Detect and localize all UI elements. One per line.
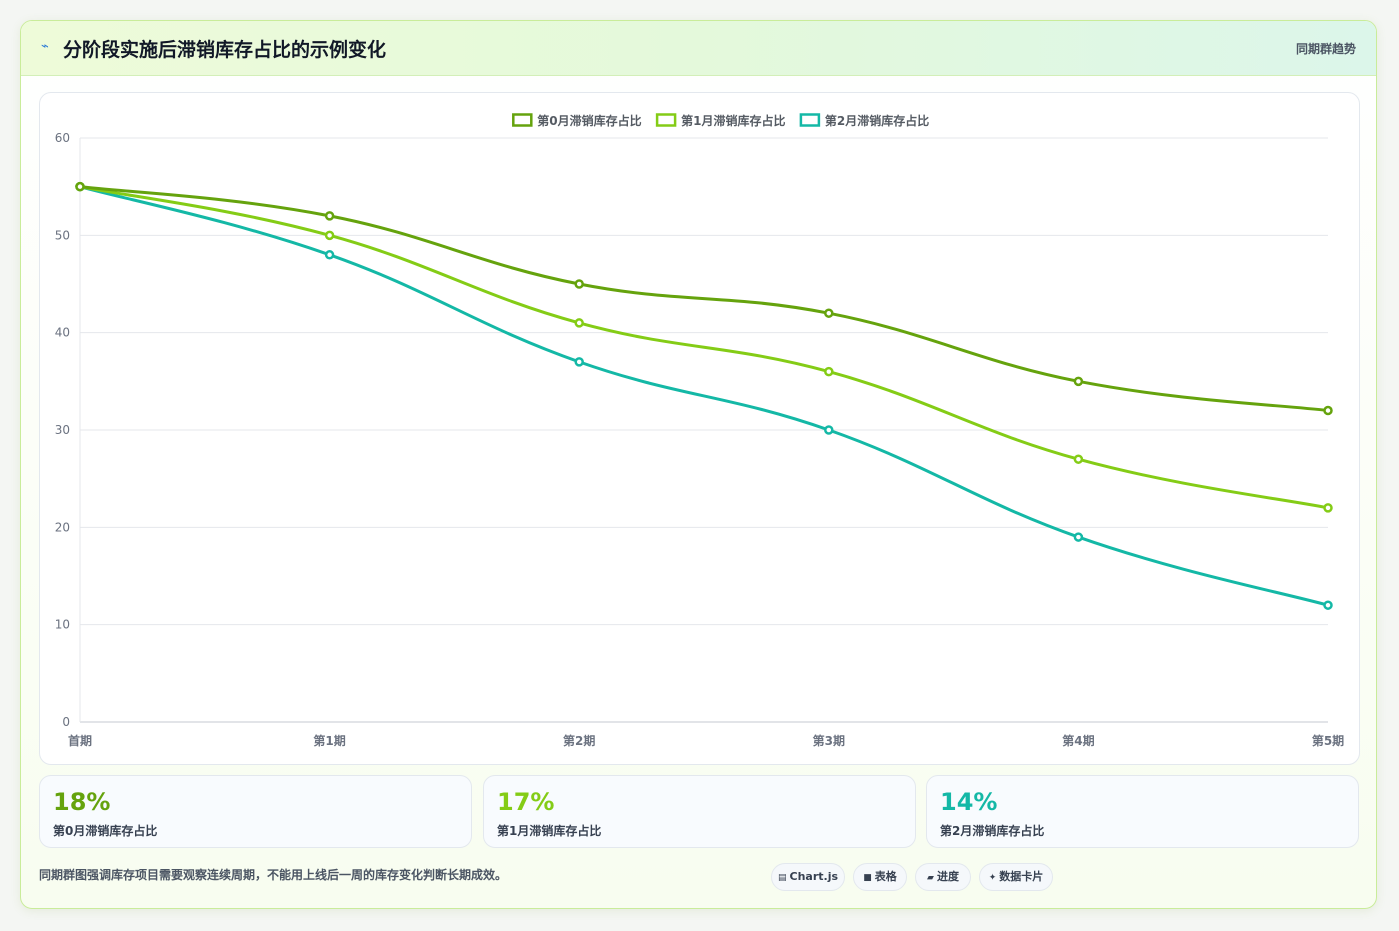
stat-card-0: 18% 第0月滞销库存占比 <box>39 775 472 848</box>
data-point <box>1073 376 1084 387</box>
x-tick-label: 第5期 <box>1312 733 1344 748</box>
y-tick-label: 40 <box>55 326 70 340</box>
stat-label: 第1月滞销库存占比 <box>497 824 602 838</box>
chart-panel: 0 10 20 30 40 50 60 首期 第1期 第2期 第3期 第4期 第5期 第0月滞销库存占比 第… <box>39 92 1360 765</box>
header-tag: 同期群趋势 <box>1295 42 1356 56</box>
stat-value: 14% <box>940 788 998 816</box>
page-title: 分阶段实施后滞销库存占比的示例变化 <box>63 39 387 61</box>
data-point <box>1323 503 1333 513</box>
x-tick-label: 第1期 <box>313 733 345 748</box>
stat-label: 第2月滞销库存占比 <box>940 824 1045 838</box>
chip-label: 进度 <box>936 870 959 883</box>
data-point <box>574 357 584 367</box>
y-tick-label: 0 <box>62 715 70 729</box>
chip-label: 数据卡片 <box>999 870 1044 883</box>
series-line <box>79 185 1329 413</box>
stat-card-1: 17% 第1月滞销库存占比 <box>483 775 916 848</box>
stat-card-2: 14% 第2月滞销库存占比 <box>926 775 1359 848</box>
line-chart: 0 10 20 30 40 50 60 首期 第1期 第2期 第3期 第4期 第5期 第0月滞销库存占比 第… <box>55 113 1344 748</box>
data-card-icon: ✦ <box>988 873 997 883</box>
x-tick-label: 第3期 <box>813 733 845 748</box>
stat-label: 第0月滞销库存占比 <box>53 824 158 838</box>
series-line <box>79 185 1329 607</box>
legend-swatch <box>655 113 677 127</box>
chip-progress[interactable]: ▰ 进度 <box>915 863 971 891</box>
data-point <box>824 308 834 318</box>
legend-label: 第0月滞销库存占比 <box>537 113 641 128</box>
data-point <box>324 211 335 221</box>
y-tick-label: 10 <box>55 618 70 632</box>
data-point <box>324 250 335 260</box>
data-point <box>574 318 584 328</box>
y-tick-label: 60 <box>55 131 70 145</box>
chart-card: ⌁ 分阶段实施后滞销库存占比的示例变化 同期群趋势 0 10 20 30 40 50 60 首… <box>20 20 1377 909</box>
data-point <box>824 366 834 377</box>
legend-swatch <box>512 113 533 127</box>
y-tick-label: 20 <box>55 520 70 534</box>
legend-label: 第1月滞销库存占比 <box>681 113 785 128</box>
legend-label: 第2月滞销库存占比 <box>825 113 929 128</box>
x-tick-label: 第4期 <box>1062 733 1094 748</box>
chip-chartjs[interactable]: ▤ Chart.js <box>771 863 845 891</box>
chip-label: 表格 <box>874 870 897 883</box>
chip-label: Chart.js <box>789 870 839 883</box>
data-point <box>824 425 834 435</box>
data-point <box>1323 600 1333 610</box>
data-point <box>75 181 85 192</box>
y-tick-label: 30 <box>55 423 70 437</box>
y-tick-label: 50 <box>55 228 70 242</box>
data-point <box>574 279 584 289</box>
legend-swatch <box>799 113 821 127</box>
footnote: 同期群图强调库存项目需要观察连续周期，不能用上线后一周的库存变化判断长期成效。 <box>39 868 508 882</box>
data-point <box>1323 405 1333 416</box>
series-line <box>79 185 1329 510</box>
table-icon: ■ <box>863 873 872 883</box>
data-point <box>1073 454 1084 464</box>
chip-data-card[interactable]: ✦ 数据卡片 <box>979 863 1053 891</box>
stat-value: 18% <box>53 788 111 816</box>
x-tick-label: 第2期 <box>563 733 595 748</box>
data-point <box>324 230 335 241</box>
chip-table[interactable]: ■ 表格 <box>853 863 907 891</box>
x-tick-label: 首期 <box>68 733 92 748</box>
progress-icon: ▰ <box>927 873 934 883</box>
data-point <box>1073 532 1084 542</box>
card-header: ⌁ 分阶段实施后滞销库存占比的示例变化 同期群趋势 <box>21 21 1376 76</box>
stat-value: 17% <box>497 788 555 816</box>
chart-icon: ▤ <box>777 873 787 883</box>
trend-line-icon: ⌁ <box>41 39 49 54</box>
